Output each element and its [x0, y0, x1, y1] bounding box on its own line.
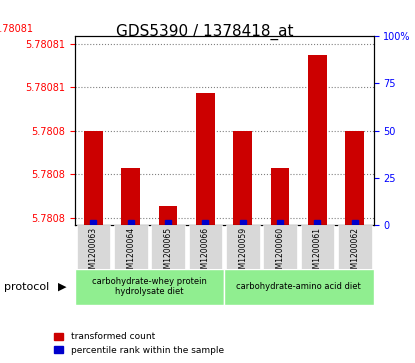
- FancyBboxPatch shape: [263, 225, 297, 269]
- Text: 5.78081: 5.78081: [0, 24, 33, 34]
- Text: protocol: protocol: [4, 282, 49, 292]
- Bar: [308, 55, 327, 363]
- FancyBboxPatch shape: [224, 269, 374, 305]
- Legend: transformed count, percentile rank within the sample: transformed count, percentile rank withi…: [54, 333, 224, 355]
- Text: GSM1200060: GSM1200060: [276, 227, 285, 278]
- Text: ▶: ▶: [58, 282, 66, 292]
- Bar: [159, 206, 178, 363]
- FancyBboxPatch shape: [114, 225, 148, 269]
- Text: GSM1200064: GSM1200064: [126, 227, 135, 278]
- Text: GDS5390 / 1378418_at: GDS5390 / 1378418_at: [116, 24, 294, 40]
- Text: GSM1200065: GSM1200065: [164, 227, 173, 278]
- Text: GSM1200062: GSM1200062: [350, 227, 359, 278]
- Text: GSM1200059: GSM1200059: [238, 227, 247, 278]
- FancyBboxPatch shape: [188, 225, 222, 269]
- Text: GSM1200063: GSM1200063: [89, 227, 98, 278]
- FancyBboxPatch shape: [226, 225, 260, 269]
- FancyBboxPatch shape: [76, 225, 110, 269]
- Text: carbohydrate-whey protein
hydrolysate diet: carbohydrate-whey protein hydrolysate di…: [92, 277, 207, 297]
- Bar: [84, 131, 103, 363]
- Bar: [345, 131, 364, 363]
- FancyBboxPatch shape: [151, 225, 185, 269]
- Bar: [271, 168, 290, 363]
- Text: GSM1200061: GSM1200061: [313, 227, 322, 278]
- FancyBboxPatch shape: [300, 225, 334, 269]
- Text: GSM1200066: GSM1200066: [201, 227, 210, 278]
- FancyBboxPatch shape: [338, 225, 371, 269]
- FancyBboxPatch shape: [75, 269, 224, 305]
- Bar: [121, 168, 140, 363]
- Bar: [196, 93, 215, 363]
- Text: carbohydrate-amino acid diet: carbohydrate-amino acid diet: [237, 282, 361, 291]
- Bar: [233, 131, 252, 363]
